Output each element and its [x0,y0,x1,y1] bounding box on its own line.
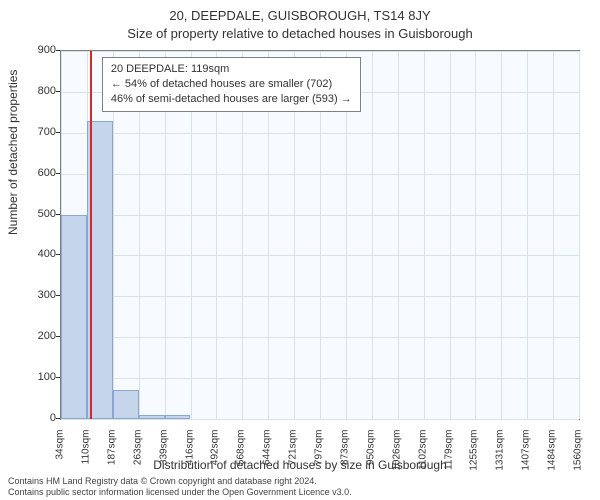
x-tick-label: 34sqm [55,430,66,480]
x-tick-label: 950sqm [365,430,376,480]
gridline-v [475,51,476,419]
y-tick-label: 100 [16,371,56,383]
x-tick-label: 1331sqm [495,430,506,480]
y-tick-mark [56,418,60,419]
x-tick-label: 797sqm [314,430,325,480]
y-tick-label: 800 [16,85,56,97]
x-tick-label: 1179sqm [443,430,454,480]
plot-area: 20 DEEPDALE: 119sqm← 54% of detached hou… [60,50,580,420]
y-tick-label: 500 [16,208,56,220]
y-tick-label: 700 [16,126,56,138]
y-tick-label: 900 [16,44,56,56]
gridline-v [424,51,425,419]
gridline-v [450,51,451,419]
histogram-bar [139,415,165,419]
x-tick-label: 263sqm [132,430,143,480]
annotation-line-3: 46% of semi-detached houses are larger (… [111,92,352,107]
y-tick-label: 300 [16,289,56,301]
x-tick-label: 1484sqm [547,430,558,480]
y-tick-mark [56,173,60,174]
x-tick-label: 1026sqm [391,430,402,480]
x-tick-label: 1255sqm [469,430,480,480]
x-tick-label: 644sqm [262,430,273,480]
y-tick-mark [56,91,60,92]
x-tick-label: 568sqm [236,430,247,480]
annotation-line-2: ← 54% of detached houses are smaller (70… [111,77,352,92]
y-tick-mark [56,50,60,51]
property-marker-line [90,51,92,419]
y-tick-label: 600 [16,167,56,179]
y-tick-mark [56,295,60,296]
annotation-box: 20 DEEPDALE: 119sqm← 54% of detached hou… [102,57,361,112]
x-tick-label: 1102sqm [417,430,428,480]
y-tick-mark [56,214,60,215]
y-tick-label: 400 [16,248,56,260]
x-tick-label: 187sqm [106,430,117,480]
y-tick-label: 200 [16,330,56,342]
gridline-v [398,51,399,419]
x-tick-label: 1560sqm [573,430,584,480]
gridline-v [501,51,502,419]
x-tick-label: 492sqm [210,430,221,480]
x-tick-label: 110sqm [80,430,91,480]
y-tick-mark [56,254,60,255]
y-tick-mark [56,336,60,337]
histogram-bar [165,415,191,419]
y-tick-mark [56,377,60,378]
x-tick-label: 339sqm [158,430,169,480]
footer-line-2: Contains public sector information licen… [8,487,352,498]
gridline-v [553,51,554,419]
chart-title-2: Size of property relative to detached ho… [0,26,600,41]
x-tick-label: 416sqm [184,430,195,480]
x-tick-label: 1407sqm [521,430,532,480]
histogram-bar [61,215,87,419]
annotation-line-1: 20 DEEPDALE: 119sqm [111,62,352,77]
y-tick-label: 0 [16,412,56,424]
gridline-v [579,51,580,419]
chart-title-1: 20, DEEPDALE, GUISBOROUGH, TS14 8JY [0,8,600,23]
histogram-bar [113,390,139,419]
gridline-v [372,51,373,419]
gridline-v [527,51,528,419]
x-tick-label: 873sqm [339,430,350,480]
x-tick-label: 721sqm [288,430,299,480]
y-tick-mark [56,132,60,133]
gridline-h [61,419,579,420]
